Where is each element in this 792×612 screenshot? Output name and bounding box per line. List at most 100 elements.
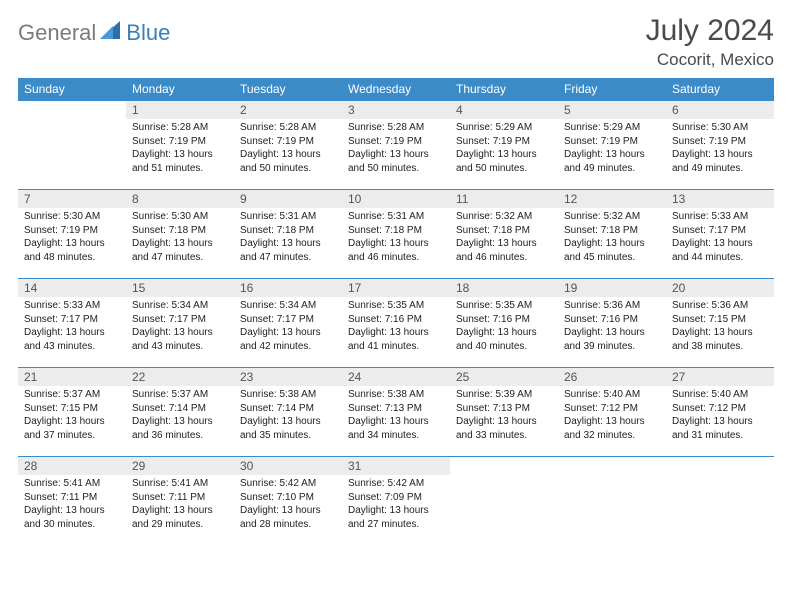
- cell-line: Sunrise: 5:36 AM: [564, 299, 660, 313]
- cell-line: Sunset: 7:15 PM: [672, 313, 768, 327]
- cell-body: Sunrise: 5:40 AMSunset: 7:12 PMDaylight:…: [666, 386, 774, 446]
- cell-line: Sunset: 7:19 PM: [564, 135, 660, 149]
- cell-line: and 50 minutes.: [456, 162, 552, 176]
- day-number: 20: [666, 279, 774, 297]
- cell-line: Sunrise: 5:42 AM: [348, 477, 444, 491]
- cell-line: and 37 minutes.: [24, 429, 120, 443]
- weekday-header: Tuesday: [234, 78, 342, 101]
- cell-line: Sunrise: 5:28 AM: [132, 121, 228, 135]
- cell-body: Sunrise: 5:34 AMSunset: 7:17 PMDaylight:…: [234, 297, 342, 357]
- weekday-header: Saturday: [666, 78, 774, 101]
- day-number: 2: [234, 101, 342, 119]
- cell-line: Sunset: 7:12 PM: [564, 402, 660, 416]
- cell-line: and 50 minutes.: [240, 162, 336, 176]
- cell-line: Sunset: 7:17 PM: [24, 313, 120, 327]
- cell-line: and 27 minutes.: [348, 518, 444, 532]
- cell-line: Daylight: 13 hours: [348, 504, 444, 518]
- calendar-cell: 11Sunrise: 5:32 AMSunset: 7:18 PMDayligh…: [450, 190, 558, 279]
- cell-body: Sunrise: 5:29 AMSunset: 7:19 PMDaylight:…: [450, 119, 558, 179]
- cell-line: and 30 minutes.: [24, 518, 120, 532]
- cell-line: and 49 minutes.: [564, 162, 660, 176]
- title-block: July 2024 Cocorit, Mexico: [646, 14, 774, 70]
- cell-line: Sunrise: 5:42 AM: [240, 477, 336, 491]
- cell-line: Sunset: 7:18 PM: [456, 224, 552, 238]
- cell-line: Sunrise: 5:41 AM: [24, 477, 120, 491]
- day-number: 1: [126, 101, 234, 119]
- day-number: 6: [666, 101, 774, 119]
- cell-body: Sunrise: 5:30 AMSunset: 7:18 PMDaylight:…: [126, 208, 234, 268]
- day-number: 16: [234, 279, 342, 297]
- calendar-cell: 15Sunrise: 5:34 AMSunset: 7:17 PMDayligh…: [126, 279, 234, 368]
- cell-line: Sunrise: 5:35 AM: [456, 299, 552, 313]
- cell-body: Sunrise: 5:29 AMSunset: 7:19 PMDaylight:…: [558, 119, 666, 179]
- calendar-cell: 4Sunrise: 5:29 AMSunset: 7:19 PMDaylight…: [450, 101, 558, 190]
- calendar-cell: 31Sunrise: 5:42 AMSunset: 7:09 PMDayligh…: [342, 457, 450, 546]
- cell-line: and 38 minutes.: [672, 340, 768, 354]
- table-row: 7Sunrise: 5:30 AMSunset: 7:19 PMDaylight…: [18, 190, 774, 279]
- calendar-cell: 1Sunrise: 5:28 AMSunset: 7:19 PMDaylight…: [126, 101, 234, 190]
- cell-line: Sunset: 7:13 PM: [348, 402, 444, 416]
- calendar-cell: 23Sunrise: 5:38 AMSunset: 7:14 PMDayligh…: [234, 368, 342, 457]
- cell-body: Sunrise: 5:39 AMSunset: 7:13 PMDaylight:…: [450, 386, 558, 446]
- cell-line: Sunset: 7:11 PM: [132, 491, 228, 505]
- cell-line: Daylight: 13 hours: [24, 237, 120, 251]
- table-row: 28Sunrise: 5:41 AMSunset: 7:11 PMDayligh…: [18, 457, 774, 546]
- cell-body: Sunrise: 5:38 AMSunset: 7:14 PMDaylight:…: [234, 386, 342, 446]
- weekday-header: Thursday: [450, 78, 558, 101]
- table-row: 1Sunrise: 5:28 AMSunset: 7:19 PMDaylight…: [18, 101, 774, 190]
- cell-line: Daylight: 13 hours: [240, 504, 336, 518]
- cell-line: and 48 minutes.: [24, 251, 120, 265]
- cell-line: Sunset: 7:17 PM: [132, 313, 228, 327]
- cell-line: Sunrise: 5:30 AM: [132, 210, 228, 224]
- day-number: 9: [234, 190, 342, 208]
- cell-line: Sunset: 7:10 PM: [240, 491, 336, 505]
- cell-line: Sunset: 7:18 PM: [132, 224, 228, 238]
- cell-line: and 46 minutes.: [348, 251, 444, 265]
- day-number: 27: [666, 368, 774, 386]
- day-number: 26: [558, 368, 666, 386]
- cell-line: and 41 minutes.: [348, 340, 444, 354]
- cell-line: Daylight: 13 hours: [240, 326, 336, 340]
- location-label: Cocorit, Mexico: [646, 50, 774, 70]
- calendar-cell: 17Sunrise: 5:35 AMSunset: 7:16 PMDayligh…: [342, 279, 450, 368]
- cell-body: [18, 105, 126, 111]
- day-number: 29: [126, 457, 234, 475]
- cell-body: Sunrise: 5:34 AMSunset: 7:17 PMDaylight:…: [126, 297, 234, 357]
- cell-line: and 44 minutes.: [672, 251, 768, 265]
- calendar-table: SundayMondayTuesdayWednesdayThursdayFrid…: [18, 78, 774, 545]
- calendar-cell: 10Sunrise: 5:31 AMSunset: 7:18 PMDayligh…: [342, 190, 450, 279]
- cell-line: Sunrise: 5:31 AM: [240, 210, 336, 224]
- cell-line: Daylight: 13 hours: [348, 148, 444, 162]
- cell-body: Sunrise: 5:28 AMSunset: 7:19 PMDaylight:…: [234, 119, 342, 179]
- cell-line: Daylight: 13 hours: [564, 148, 660, 162]
- cell-line: and 51 minutes.: [132, 162, 228, 176]
- day-number: 24: [342, 368, 450, 386]
- cell-body: Sunrise: 5:32 AMSunset: 7:18 PMDaylight:…: [558, 208, 666, 268]
- day-number: 11: [450, 190, 558, 208]
- cell-line: Daylight: 13 hours: [456, 237, 552, 251]
- day-number: 14: [18, 279, 126, 297]
- calendar-cell: 12Sunrise: 5:32 AMSunset: 7:18 PMDayligh…: [558, 190, 666, 279]
- cell-body: Sunrise: 5:37 AMSunset: 7:15 PMDaylight:…: [18, 386, 126, 446]
- cell-line: Daylight: 13 hours: [240, 237, 336, 251]
- calendar-cell: 3Sunrise: 5:28 AMSunset: 7:19 PMDaylight…: [342, 101, 450, 190]
- cell-line: and 43 minutes.: [132, 340, 228, 354]
- cell-line: Daylight: 13 hours: [24, 326, 120, 340]
- logo-sail-icon: [100, 21, 122, 46]
- calendar-cell: 19Sunrise: 5:36 AMSunset: 7:16 PMDayligh…: [558, 279, 666, 368]
- cell-line: Sunset: 7:14 PM: [240, 402, 336, 416]
- weekday-header: Monday: [126, 78, 234, 101]
- cell-body: Sunrise: 5:30 AMSunset: 7:19 PMDaylight:…: [666, 119, 774, 179]
- calendar-cell: [666, 457, 774, 546]
- cell-body: Sunrise: 5:42 AMSunset: 7:10 PMDaylight:…: [234, 475, 342, 535]
- cell-line: Daylight: 13 hours: [348, 237, 444, 251]
- day-number: 13: [666, 190, 774, 208]
- cell-line: Sunset: 7:18 PM: [240, 224, 336, 238]
- cell-line: Sunrise: 5:36 AM: [672, 299, 768, 313]
- day-number: 30: [234, 457, 342, 475]
- cell-line: Daylight: 13 hours: [672, 415, 768, 429]
- day-number: 21: [18, 368, 126, 386]
- calendar-cell: [558, 457, 666, 546]
- cell-line: Daylight: 13 hours: [132, 326, 228, 340]
- calendar-cell: 16Sunrise: 5:34 AMSunset: 7:17 PMDayligh…: [234, 279, 342, 368]
